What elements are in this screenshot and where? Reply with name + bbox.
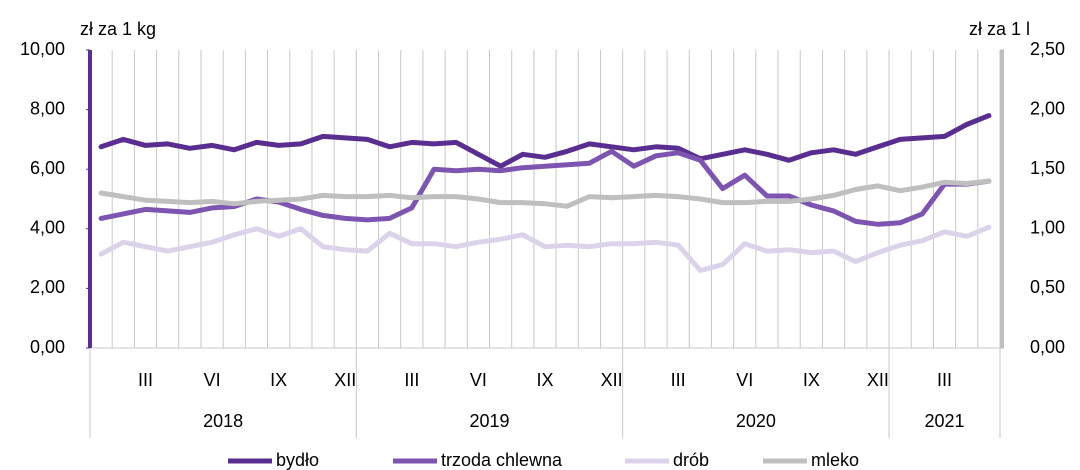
x-tick-label: IX [270,370,287,390]
y-tick-label: 10,00 [20,39,65,59]
x-tick-label: VI [204,370,221,390]
y2-tick-label: 1,50 [1030,158,1065,178]
y-tick-label: 4,00 [30,218,65,238]
x-tick-label: XII [867,370,889,390]
y-tick-label: 0,00 [30,337,65,357]
group-label: 2018 [203,411,243,431]
series-line [98,113,992,169]
x-tick-label: IX [536,370,553,390]
group-label: 2021 [924,411,964,431]
x-tick-label: IX [803,370,820,390]
y2-axis-label: zł za 1 l [969,19,1030,39]
x-tick-label: XII [601,370,623,390]
x-tick-label: VI [736,370,753,390]
y-axis-label: zł za 1 kg [80,19,156,39]
y2-tick-label: 2,50 [1030,39,1065,59]
series-line [98,224,992,273]
legend-label: bydło [276,450,319,470]
group-label: 2019 [469,411,509,431]
x-tick-label: VI [470,370,487,390]
x-tick-label: XII [334,370,356,390]
legend-label: drób [673,450,709,470]
legend-label: trzoda chlewna [441,450,563,470]
x-tick-label: III [138,370,153,390]
y-tick-label: 6,00 [30,158,65,178]
y2-tick-label: 1,00 [1030,218,1065,238]
group-label: 2020 [736,411,776,431]
x-tick-label: III [404,370,419,390]
y2-tick-label: 0,50 [1030,277,1065,297]
x-tick-label: III [671,370,686,390]
legend-label: mleko [811,450,859,470]
x-tick-label: III [937,370,952,390]
y2-tick-label: 0,00 [1030,337,1065,357]
y-tick-label: 2,00 [30,277,65,297]
series-line [98,178,992,209]
y2-tick-label: 2,00 [1030,98,1065,118]
y-tick-label: 8,00 [30,98,65,118]
